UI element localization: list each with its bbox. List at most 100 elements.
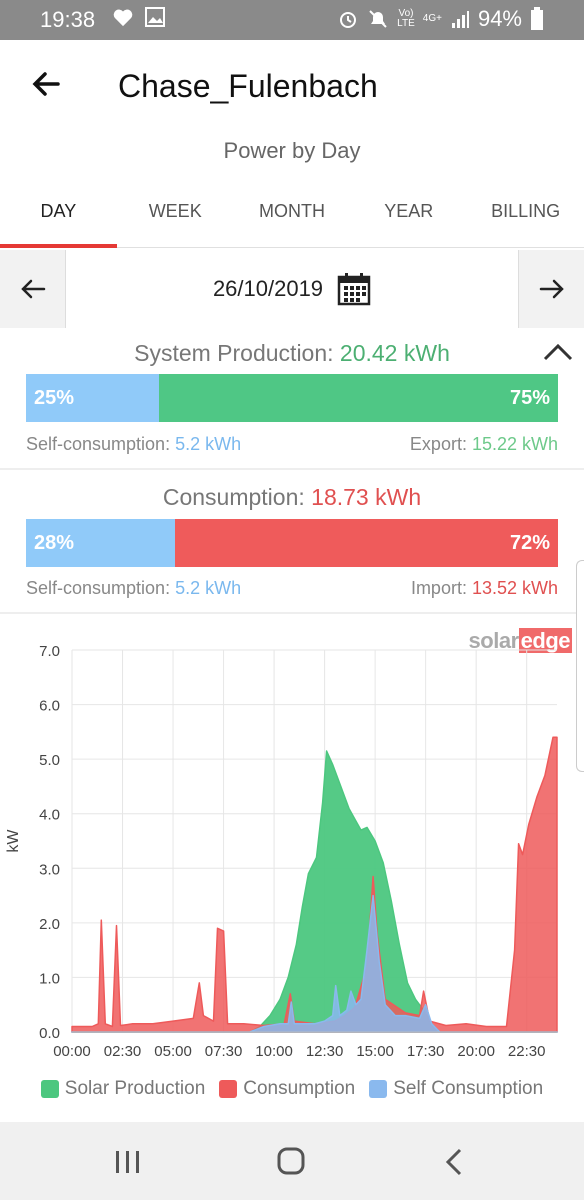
x-tick-label: 20:00 xyxy=(457,1043,495,1060)
legend-solar-production[interactable]: Solar Production xyxy=(40,1078,206,1100)
signal-icon xyxy=(451,11,469,28)
consumption-import-value: 13.52 kWh xyxy=(471,578,558,598)
battery-icon xyxy=(531,7,543,30)
production-section: System Production: 20.42 kWh 25% 75% Sel… xyxy=(0,328,584,468)
site-title: Chase_Fulenbach xyxy=(118,68,378,104)
calendar-icon xyxy=(337,273,371,306)
legend-label-consumption: Consumption xyxy=(243,1078,356,1099)
production-export-label: Export: xyxy=(409,434,472,454)
production-title: System Production: 20.42 kWh xyxy=(0,340,584,367)
consumption-details: Self-consumption: 5.2 kWh Import: 13.52 … xyxy=(26,578,558,599)
heart-icon xyxy=(113,9,133,27)
next-day-button[interactable] xyxy=(518,250,584,328)
y-tick-label: 6.0 xyxy=(39,698,60,715)
x-tick-label: 02:30 xyxy=(104,1043,142,1060)
mute-icon xyxy=(369,10,387,28)
x-tick-label: 00:00 xyxy=(53,1043,91,1060)
recent-apps-icon[interactable] xyxy=(108,1144,148,1180)
image-icon xyxy=(145,7,165,27)
arrow-left-icon xyxy=(20,279,45,299)
consumption-value: 18.73 kWh xyxy=(311,484,422,510)
status-right-icons: Vo) LTE 4G+ 94% xyxy=(337,6,544,32)
system-nav-bar xyxy=(0,1122,584,1200)
y-tick-label: 5.0 xyxy=(39,752,60,769)
tab-day[interactable]: DAY xyxy=(0,180,117,248)
production-self-consumption: Self-consumption: 5.2 kWh xyxy=(26,434,241,455)
x-tick-label: 15:00 xyxy=(356,1043,394,1060)
back-icon[interactable] xyxy=(436,1144,476,1180)
edge-panel-handle[interactable] xyxy=(576,560,584,772)
production-export-value: 15.22 kWh xyxy=(471,434,558,454)
section-divider xyxy=(0,468,584,470)
tab-month[interactable]: MONTH xyxy=(258,201,325,221)
y-axis-label: kW xyxy=(5,829,22,853)
consumption-self-consumption: Self-consumption: 5.2 kWh xyxy=(26,578,241,599)
back-arrow-icon[interactable] xyxy=(28,66,64,102)
production-details: Self-consumption: 5.2 kWh Export: 15.22 … xyxy=(26,434,558,455)
logo-edge-text: edge xyxy=(518,628,572,653)
consumption-import-label: Import: xyxy=(410,578,472,598)
y-tick-label: 3.0 xyxy=(39,861,60,878)
series-area-self-consumption xyxy=(71,894,558,1033)
status-bar: 19:38 Vo) LTE 4G+ 94% xyxy=(0,0,584,40)
production-export: Export: 15.22 kWh xyxy=(410,434,558,455)
x-tick-label: 22:30 xyxy=(508,1043,546,1060)
production-bar: 25% 75% xyxy=(26,374,558,422)
x-tick-label: 10:00 xyxy=(255,1043,293,1060)
previous-day-button[interactable] xyxy=(0,250,66,328)
page-subtitle: Power by Day xyxy=(223,138,361,163)
arrow-right-icon xyxy=(539,279,564,299)
consumption-bar: 28% 72% xyxy=(26,519,558,567)
y-tick-label: 7.0 xyxy=(39,643,60,660)
production-self-segment: 25% xyxy=(26,374,159,422)
chart-svg: 0.0 1.0 2.0 3.0 4.0 5.0 6.0 7.0 00:00 02:30 05:00 0… xyxy=(5,643,558,1060)
legend-swatch-self xyxy=(369,1080,388,1098)
production-self-label: Self-consumption: xyxy=(26,434,176,454)
volte-icon: Vo) LTE xyxy=(397,8,415,29)
consumption-import-segment: 72% xyxy=(174,519,558,567)
consumption-section: Consumption: 18.73 kWh 28% 72% Self-cons… xyxy=(0,470,584,612)
y-tick-label: 0.0 xyxy=(39,1025,60,1042)
period-tabs: DAY WEEK MONTH YEAR BILLING xyxy=(0,180,584,248)
consumption-label: Consumption: xyxy=(162,484,312,510)
production-value: 20.42 kWh xyxy=(339,340,450,366)
app-bar: Chase_Fulenbach xyxy=(0,40,584,132)
legend-label-self: Self Consumption xyxy=(393,1078,544,1099)
chart-legend: Solar Production Consumption Self Consum… xyxy=(0,1078,584,1100)
x-tick-label: 12:30 xyxy=(306,1043,344,1060)
consumption-self-segment: 28% xyxy=(26,519,175,567)
production-self-value: 5.2 kWh xyxy=(175,434,242,454)
x-tick-label: 07:30 xyxy=(205,1043,243,1060)
legend-swatch-solar xyxy=(40,1080,59,1098)
consumption-self-label: Self-consumption: xyxy=(26,578,176,598)
alarm-icon xyxy=(340,12,357,28)
current-date: 26/10/2019 xyxy=(212,276,324,301)
tab-week[interactable]: WEEK xyxy=(148,201,202,221)
y-tick-label: 4.0 xyxy=(39,807,60,824)
y-tick-label: 1.0 xyxy=(39,970,60,987)
consumption-self-value: 5.2 kWh xyxy=(175,578,242,598)
home-icon[interactable] xyxy=(271,1144,311,1180)
date-picker[interactable]: 26/10/2019 xyxy=(66,250,518,328)
legend-consumption[interactable]: Consumption xyxy=(219,1078,355,1100)
production-label: System Production: xyxy=(134,340,340,366)
logo-solar-text: solar xyxy=(468,628,520,653)
consumption-import: Import: 13.52 kWh xyxy=(411,578,558,599)
legend-self-consumption[interactable]: Self Consumption xyxy=(369,1078,543,1100)
power-chart: solaredge 0.0 1.0 2.0 3.0 4.0 5.0 6.0 7.0 00:00 0… xyxy=(0,620,584,1120)
network-4g-icon: 4G+ xyxy=(422,13,442,24)
y-tick-label: 2.0 xyxy=(39,916,60,933)
tab-year[interactable]: YEAR xyxy=(384,201,434,221)
section-divider xyxy=(0,612,584,614)
solaredge-logo: solaredge xyxy=(469,628,572,654)
legend-label-solar: Solar Production xyxy=(64,1078,206,1099)
status-time: 19:38 xyxy=(40,7,96,32)
production-export-segment: 75% xyxy=(159,374,558,422)
battery-percent: 94% xyxy=(477,6,522,31)
status-left-icons xyxy=(112,6,166,28)
chevron-up-icon[interactable] xyxy=(542,340,574,362)
legend-swatch-consumption xyxy=(219,1080,238,1098)
tab-billing[interactable]: BILLING xyxy=(491,201,561,221)
x-tick-label: 05:00 xyxy=(154,1043,192,1060)
date-navigator: 26/10/2019 xyxy=(0,250,584,328)
